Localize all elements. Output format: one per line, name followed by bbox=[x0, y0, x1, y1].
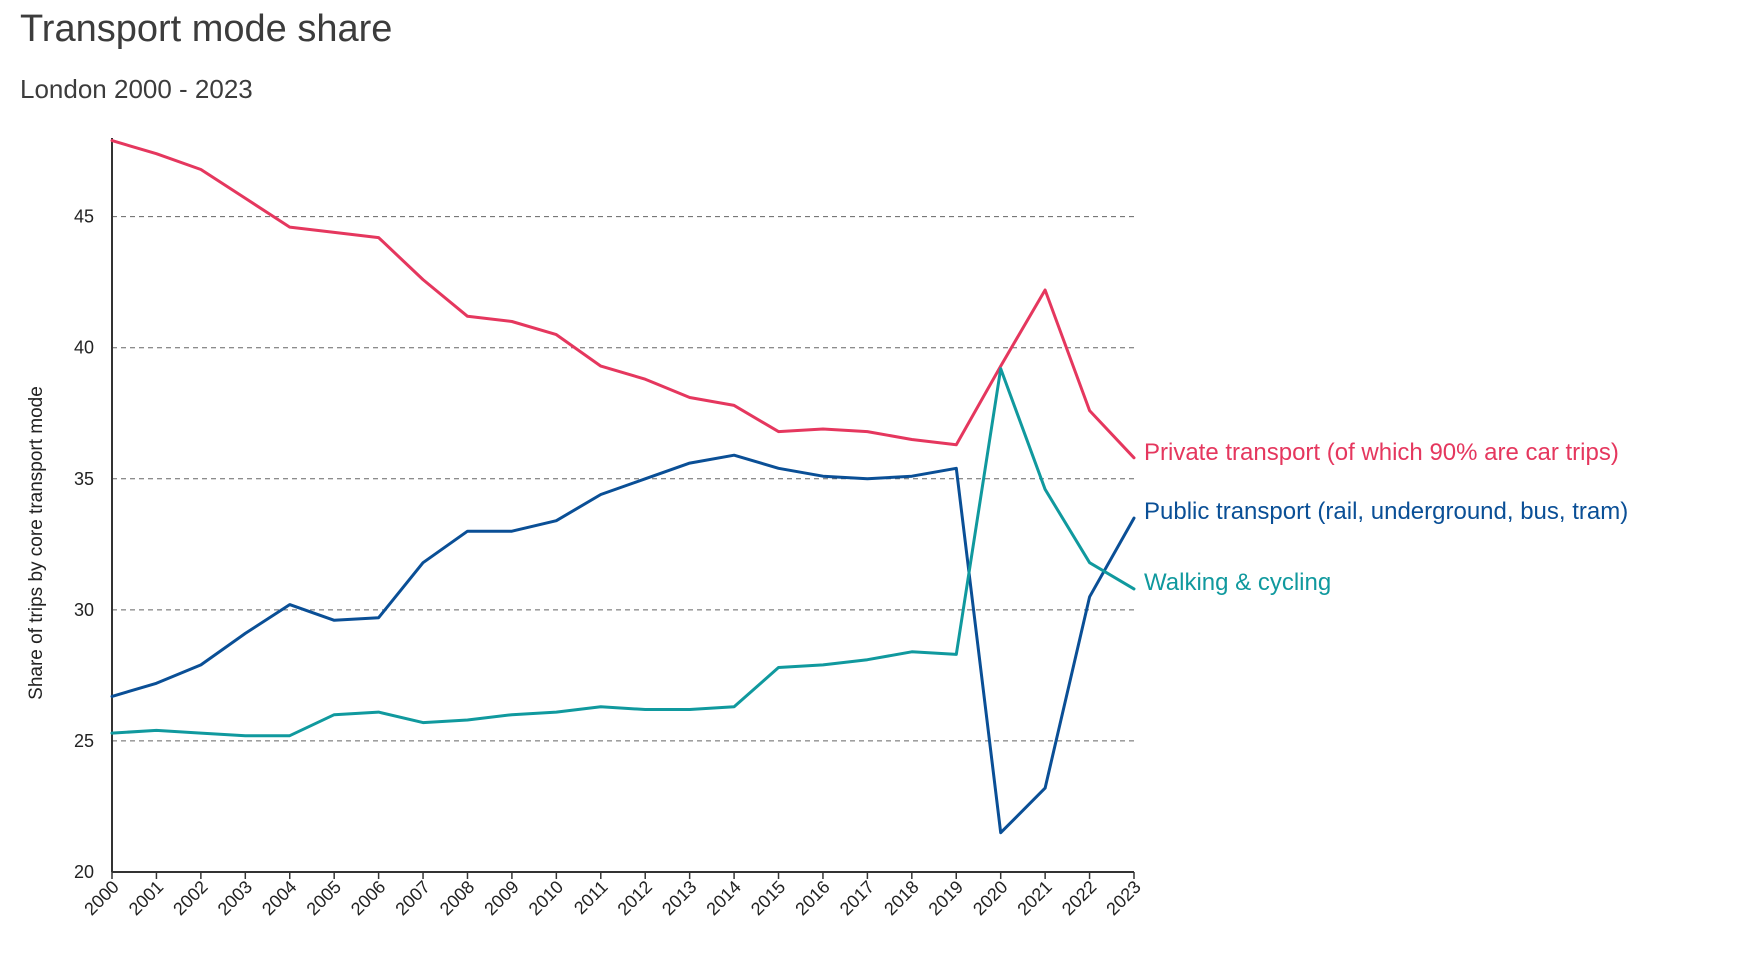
x-tick-label: 2010 bbox=[525, 877, 567, 919]
x-tick-label: 2007 bbox=[391, 877, 433, 919]
x-tick-label: 2005 bbox=[303, 877, 345, 919]
x-tick-label: 2014 bbox=[702, 877, 744, 919]
x-tick-label: 2006 bbox=[347, 877, 389, 919]
y-axis-label: Share of trips by core transport mode bbox=[26, 386, 47, 700]
series-labels: Private transport (of which 90% are car … bbox=[1144, 439, 1628, 596]
x-tick-label: 2020 bbox=[969, 877, 1011, 919]
x-tick-label: 2019 bbox=[925, 877, 967, 919]
x-tick-label: 2013 bbox=[658, 877, 700, 919]
x-tick-label: 2002 bbox=[169, 877, 211, 919]
x-tick-label: 2023 bbox=[1102, 877, 1144, 919]
x-tick-label: 2017 bbox=[836, 877, 878, 919]
y-tick-label: 35 bbox=[74, 469, 94, 489]
y-tick-label: 20 bbox=[74, 862, 94, 882]
y-tick-label: 25 bbox=[74, 731, 94, 751]
x-tick-label: 2012 bbox=[614, 877, 656, 919]
x-tick-label: 2022 bbox=[1058, 877, 1100, 919]
series-lines bbox=[110, 139, 1136, 835]
x-tick-label: 2004 bbox=[258, 877, 300, 919]
series-label-3: Walking & cycling bbox=[1144, 569, 1331, 596]
series-line-1 bbox=[110, 139, 1136, 460]
series-label-1: Private transport (of which 90% are car … bbox=[1144, 439, 1619, 466]
x-tick-label: 2015 bbox=[747, 877, 789, 919]
y-tick-label: 30 bbox=[74, 600, 94, 620]
chart-subtitle: London 2000 - 2023 bbox=[20, 74, 253, 104]
x-tick-label: 2003 bbox=[214, 877, 256, 919]
chart-title: Transport mode share bbox=[20, 8, 393, 50]
x-tick-label: 2009 bbox=[480, 877, 522, 919]
x-tick-label: 2021 bbox=[1013, 877, 1055, 919]
y-tick-label: 40 bbox=[74, 338, 94, 358]
x-tick-label: 2000 bbox=[80, 877, 122, 919]
series-line-3 bbox=[110, 367, 1136, 738]
y-tick-label: 45 bbox=[74, 207, 94, 227]
x-tick-label: 2001 bbox=[125, 877, 167, 919]
x-tick-label: 2018 bbox=[880, 877, 922, 919]
x-tick-label: 2011 bbox=[570, 877, 612, 919]
y-axis-ticks: 20 25 30 35 40 45 bbox=[74, 207, 94, 882]
series-label-2: Public transport (rail, underground, bus… bbox=[1144, 498, 1628, 525]
x-tick-label: 2008 bbox=[436, 877, 478, 919]
series-line-2 bbox=[110, 453, 1136, 835]
axes bbox=[111, 138, 1134, 873]
x-tick-label: 2016 bbox=[791, 877, 833, 919]
x-axis-ticks: 2000 2001 2002 2003 2004 2005 2006 2007 2008 2009… bbox=[80, 872, 1145, 919]
